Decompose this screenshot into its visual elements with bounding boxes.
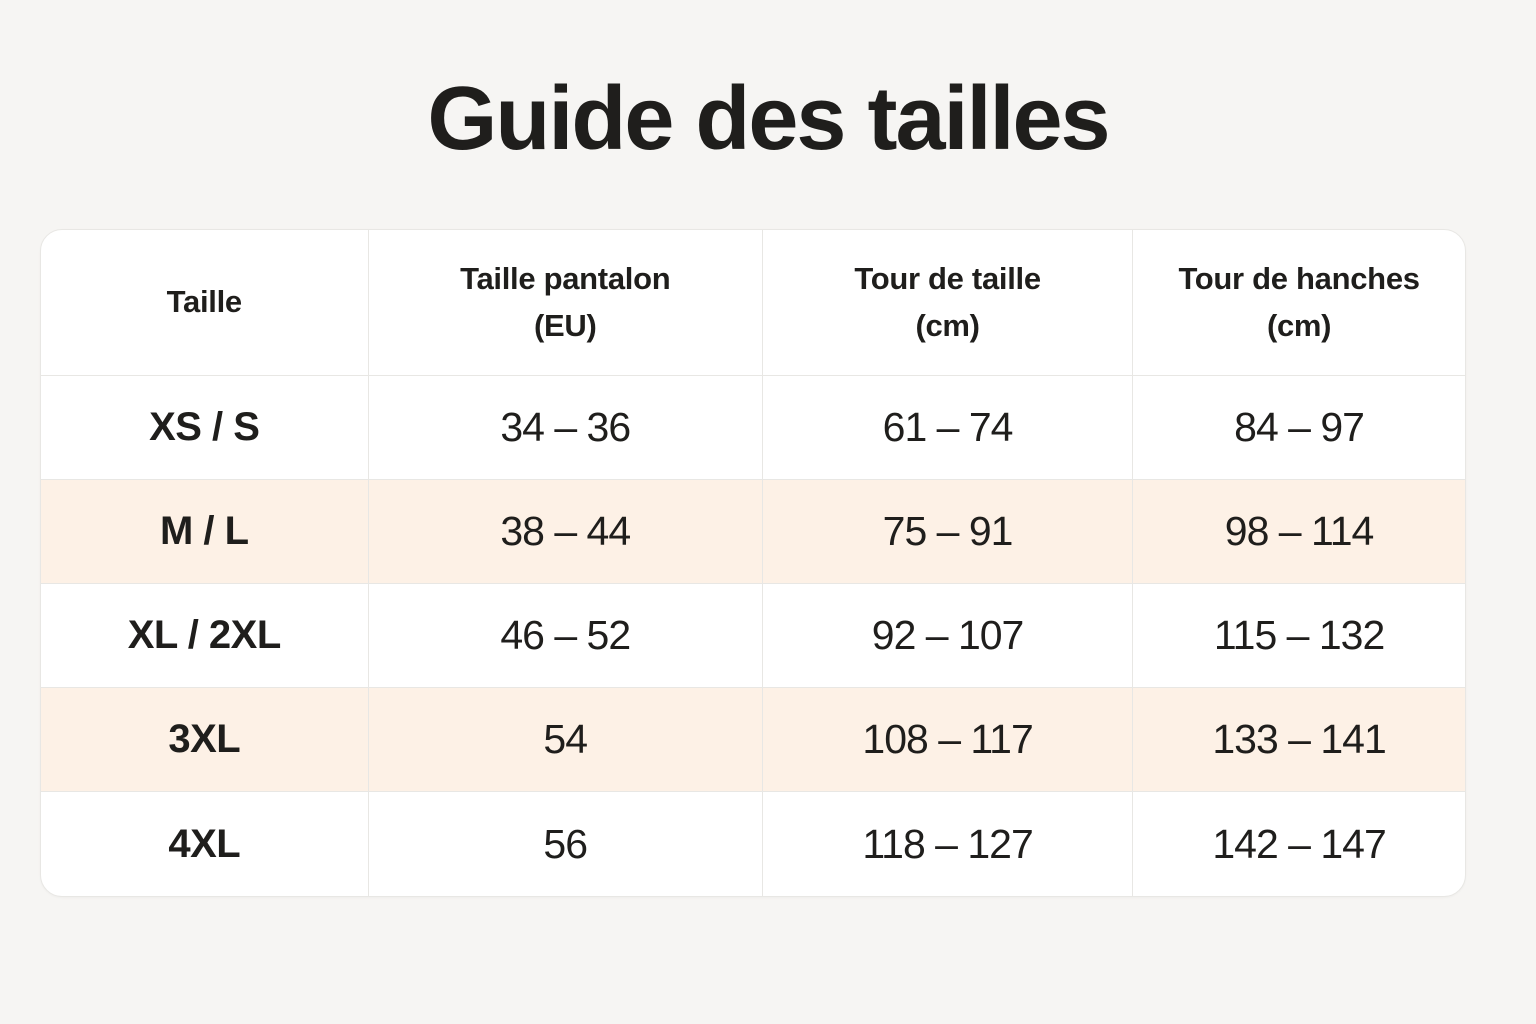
waist-value: 75 – 91 (762, 480, 1134, 584)
table-row-xs-s: XS / S 34 – 36 61 – 74 84 – 97 (41, 376, 1465, 480)
pant-size-value: 34 – 36 (368, 376, 763, 480)
table-header-row: Taille Taille pantalon (EU) Tour de tail… (41, 230, 1465, 376)
hips-value: 115 – 132 (1133, 584, 1465, 688)
pant-size-value: 54 (368, 688, 763, 792)
hips-value: 142 – 147 (1212, 820, 1386, 867)
pant-size-value: 56 (369, 792, 763, 896)
size-label: XS / S (41, 376, 369, 480)
hips-value: 133 – 141 (1133, 688, 1465, 792)
waist-value: 108 – 117 (762, 688, 1134, 792)
table-row-4xl: 4XL 56 118 – 127 142 – 147 (41, 792, 1465, 896)
page-title: Guide des tailles (427, 69, 1110, 169)
pant-size-value: 38 – 44 (368, 480, 763, 584)
waist-value: 61 – 74 (762, 376, 1134, 480)
table-row-xl-2xl: XL / 2XL 46 – 52 92 – 107 115 – 132 (41, 584, 1465, 688)
size-label: M / L (41, 480, 369, 584)
column-header-taille-pantalon: Taille pantalon (EU) (368, 230, 763, 376)
table-row-m-l: M / L 38 – 44 75 – 91 98 – 114 (41, 480, 1465, 584)
size-label: 4XL (41, 792, 369, 896)
column-header-taille: Taille (41, 230, 369, 376)
size-label: XL / 2XL (41, 584, 369, 688)
waist-value: 92 – 107 (762, 584, 1134, 688)
column-header-tour-de-taille: Tour de taille (cm) (762, 230, 1134, 376)
hips-value: 84 – 97 (1133, 376, 1465, 480)
column-header-tour-de-hanches: Tour de hanches (cm) (1133, 230, 1465, 376)
hips-value: 98 – 114 (1133, 480, 1465, 584)
size-guide-table: Taille Taille pantalon (EU) Tour de tail… (40, 229, 1466, 897)
size-label: 3XL (41, 688, 369, 792)
waist-value: 118 – 127 (763, 792, 1134, 896)
pant-size-value: 46 – 52 (368, 584, 763, 688)
table-row-3xl: 3XL 54 108 – 117 133 – 141 (41, 688, 1465, 792)
